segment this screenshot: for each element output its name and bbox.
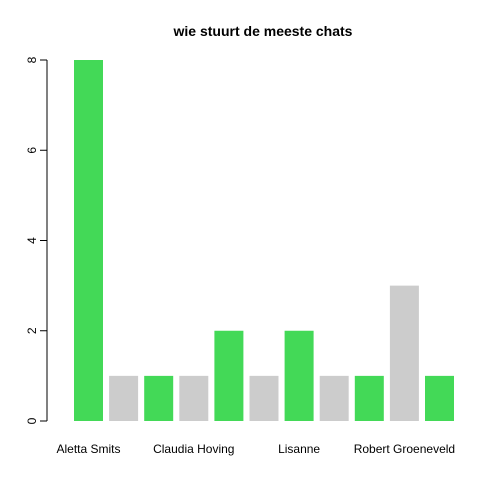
bar	[354, 375, 384, 421]
bar	[74, 60, 103, 421]
bar	[389, 285, 419, 421]
y-axis: 0 2 4 6 8	[25, 56, 48, 424]
bar	[319, 375, 349, 421]
bar	[284, 330, 314, 421]
bars-group	[74, 60, 454, 421]
bar	[109, 375, 139, 421]
bar	[179, 375, 209, 421]
y-tick-label: 0	[25, 417, 39, 424]
bar	[249, 375, 279, 421]
y-tick-label: 2	[25, 327, 39, 334]
x-tick-label: Aletta Smits	[56, 442, 120, 456]
x-tick-label: Robert Groeneveld	[354, 442, 455, 456]
x-axis-labels: Aletta Smits Claudia Hoving Lisanne Robert …	[56, 442, 455, 456]
y-tick-label: 8	[25, 56, 39, 63]
bar	[214, 330, 244, 421]
y-tick-label: 4	[25, 237, 39, 244]
bar	[144, 375, 174, 421]
chart-title: wie stuurt de meeste chats	[173, 23, 353, 39]
x-tick-label: Lisanne	[278, 442, 320, 456]
y-tick-label: 6	[25, 147, 39, 154]
x-tick-label: Claudia Hoving	[153, 442, 234, 456]
bar	[425, 375, 454, 421]
